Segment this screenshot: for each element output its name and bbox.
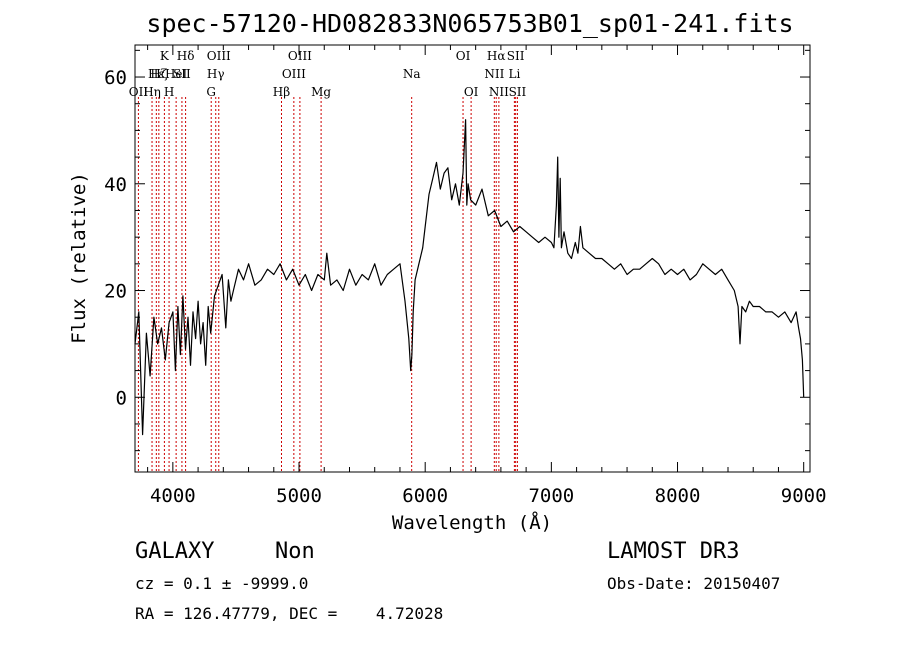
spectral-line-label: OI bbox=[464, 85, 479, 99]
plot-frame bbox=[134, 44, 811, 473]
y-tick-label: 20 bbox=[104, 281, 127, 303]
spectral-line-label: Hε bbox=[148, 67, 165, 81]
x-axis-ticks: 4000 5000 6000 7000 8000 9000 bbox=[147, 45, 827, 507]
spectral-line-label: Hζ bbox=[150, 67, 167, 81]
x-tick-label: 7000 bbox=[528, 485, 574, 507]
spectral-line-label: Hα bbox=[487, 49, 506, 63]
spectral-line-label: Mg bbox=[311, 85, 331, 99]
chart-title: spec-57120-HD082833N065753B01_sp01-241.f… bbox=[146, 9, 793, 38]
x-tick-label: 6000 bbox=[402, 485, 448, 507]
x-tick-label: 9000 bbox=[781, 485, 827, 507]
spectral-line-label: OII bbox=[129, 85, 149, 99]
y-tick-label: 60 bbox=[104, 67, 127, 89]
object-class: GALAXY bbox=[135, 539, 214, 564]
spectral-line-label: Hη bbox=[143, 85, 161, 99]
obs-date: Obs-Date: 20150407 bbox=[607, 574, 780, 593]
spectral-line-label: Na bbox=[403, 67, 421, 81]
spectral-line-label: Li bbox=[508, 67, 520, 81]
spectral-line-label: SII bbox=[509, 85, 527, 99]
coordinates: RA = 126.47779, DEC = 4.72028 bbox=[135, 604, 443, 623]
x-tick-label: 4000 bbox=[150, 485, 196, 507]
spectral-line-label: OIII bbox=[282, 67, 306, 81]
spectral-line-label: HeI bbox=[165, 67, 188, 81]
spectral-line-label: NII bbox=[489, 85, 509, 99]
spectral-line-label: OIII bbox=[207, 49, 231, 63]
spectral-line-label: SII bbox=[173, 67, 191, 81]
spectral-line-label: G bbox=[206, 85, 216, 99]
x-axis-label: Wavelength (Å) bbox=[392, 511, 552, 534]
x-tick-label: 8000 bbox=[655, 485, 701, 507]
spectral-line-label: Hδ bbox=[177, 49, 195, 63]
series-group bbox=[134, 119, 805, 436]
spectral-line-label: OI bbox=[456, 49, 471, 63]
spectrum-series-line bbox=[134, 119, 805, 436]
x-tick-label: 5000 bbox=[276, 485, 322, 507]
object-subclass: Non bbox=[275, 539, 315, 564]
spectral-line-label: OIII bbox=[288, 49, 312, 63]
y-axis-ticks: 0 20 40 60 bbox=[104, 49, 810, 452]
y-tick-label: 40 bbox=[104, 174, 127, 196]
spectral-line-label: Hβ bbox=[273, 85, 290, 99]
spectral-line-label: Hγ bbox=[207, 67, 225, 81]
redshift-line: cz = 0.1 ± -9999.0 bbox=[135, 574, 308, 593]
spectral-line-label: SII bbox=[507, 49, 525, 63]
y-axis-label: Flux (relative) bbox=[68, 172, 90, 344]
spectral-line-label: H bbox=[164, 85, 174, 99]
spectral-line-label: K bbox=[160, 49, 170, 63]
spectral-line-label: NII bbox=[484, 67, 504, 81]
survey-name: LAMOST DR3 bbox=[607, 539, 739, 564]
y-tick-label: 0 bbox=[116, 387, 127, 409]
